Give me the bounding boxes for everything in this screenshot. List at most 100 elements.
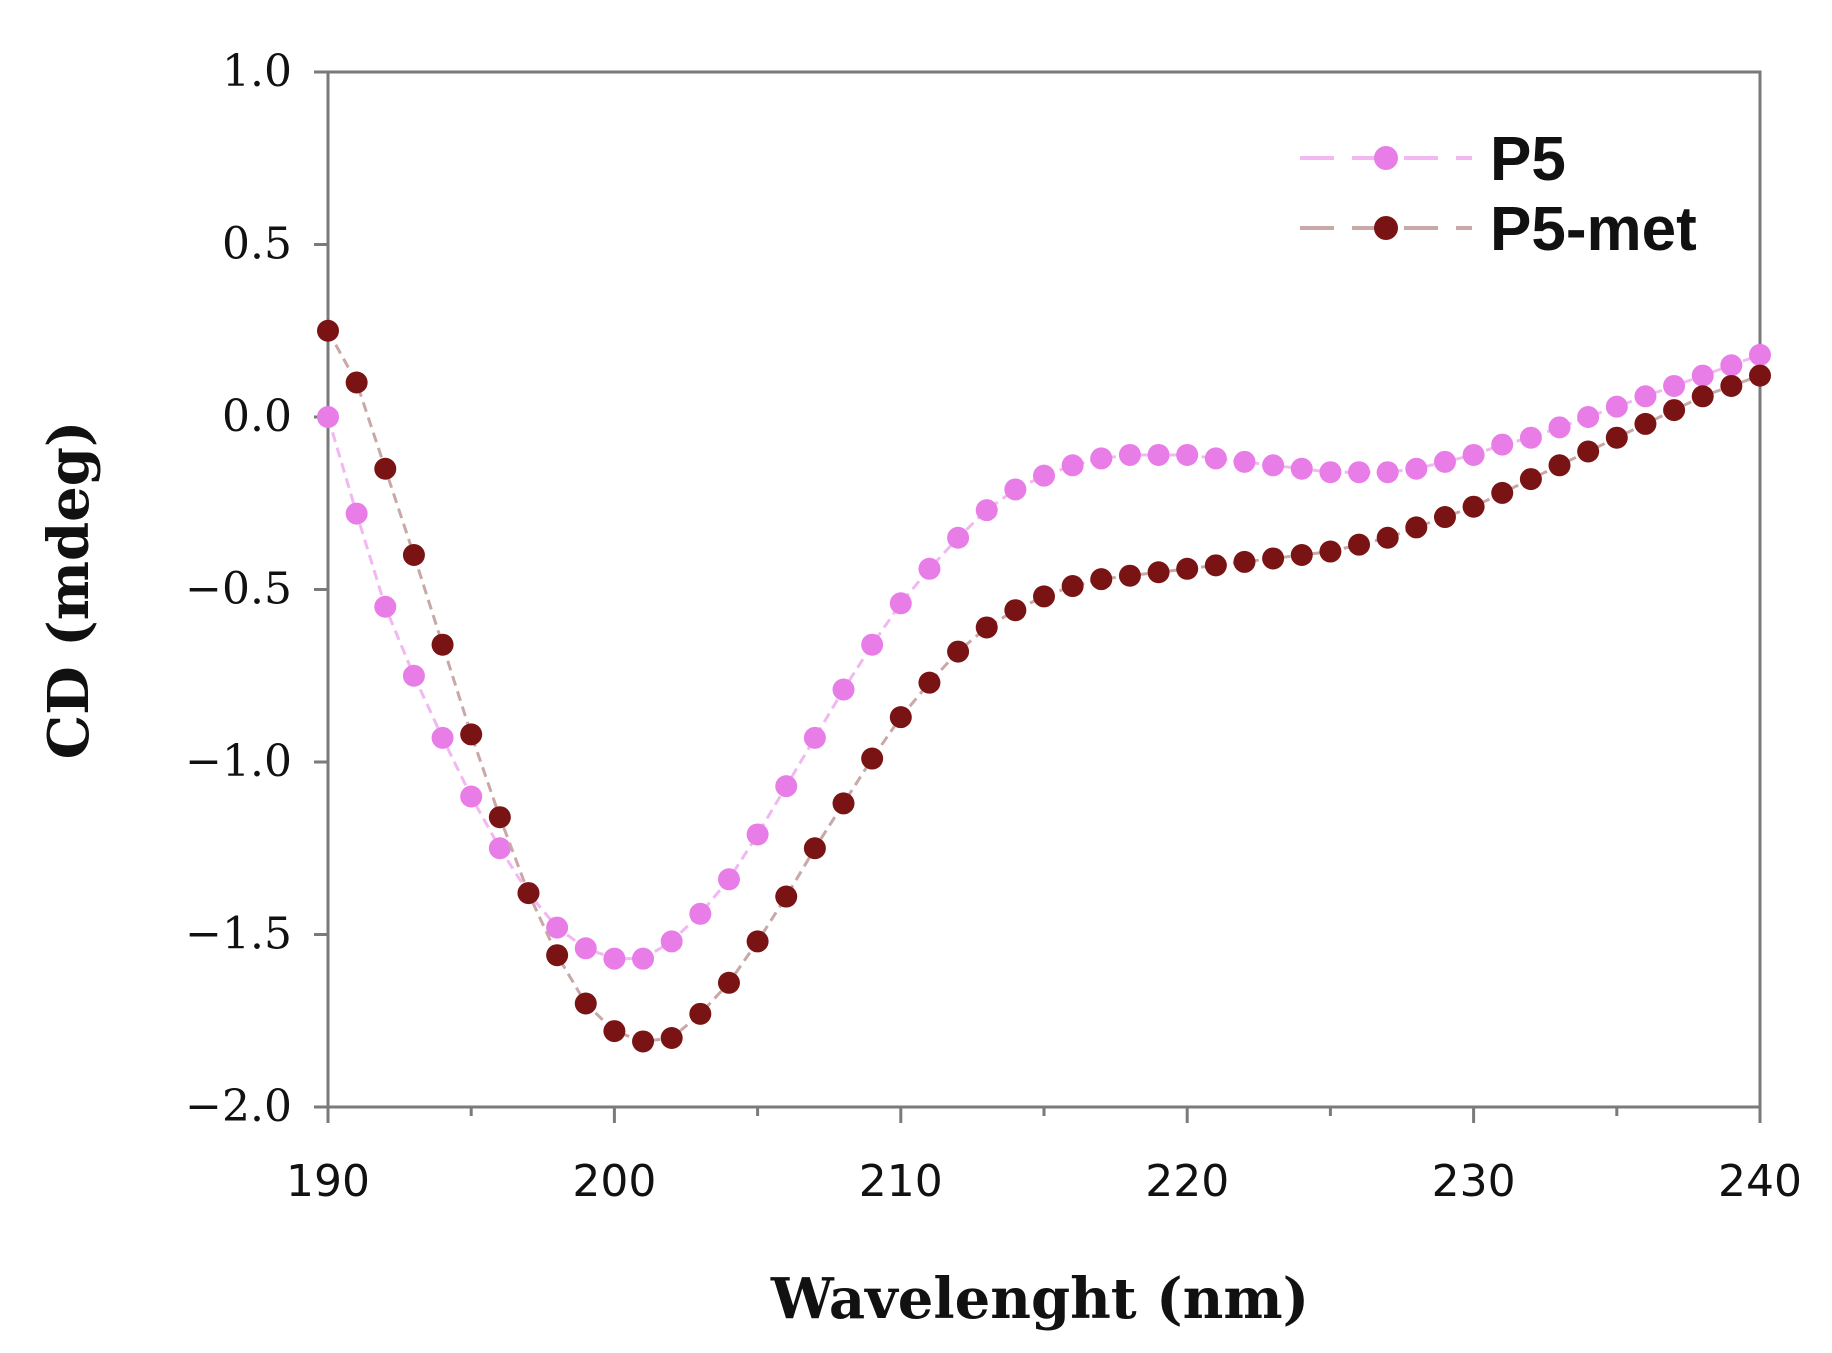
data-point — [1491, 433, 1514, 456]
data-point — [1462, 495, 1485, 518]
series-p5-met — [317, 319, 1771, 1053]
data-point — [1491, 481, 1514, 504]
x-tick-label: 200 — [572, 1156, 656, 1207]
y-tick-label: 1.0 — [222, 46, 292, 97]
data-point — [1090, 447, 1113, 470]
data-point — [1233, 550, 1256, 573]
x-tick-label: 230 — [1432, 1156, 1516, 1207]
y-axis: 1.0 0.5 0.0 −0.5 −1.0 −1.5 −2.0 — [185, 46, 328, 1132]
data-point — [947, 526, 970, 549]
data-point — [1004, 478, 1027, 501]
x-axis: 190 200 210 220 230 240 — [286, 1107, 1802, 1207]
data-point — [1204, 554, 1227, 577]
data-point — [431, 726, 454, 749]
data-point — [317, 406, 339, 428]
data-point — [460, 723, 483, 746]
data-point — [1548, 416, 1571, 439]
data-point — [1319, 461, 1342, 484]
data-point — [660, 1027, 683, 1049]
data-point — [1319, 540, 1342, 563]
series-p5 — [317, 343, 1771, 970]
y-tick-label: 0.0 — [222, 391, 292, 442]
data-point — [517, 882, 540, 905]
x-tick-label: 210 — [859, 1156, 943, 1207]
data-point — [1262, 454, 1285, 477]
data-point — [1634, 412, 1657, 435]
data-point — [374, 595, 397, 618]
data-point — [488, 806, 511, 829]
data-point — [1405, 457, 1428, 480]
data-point — [1462, 443, 1485, 466]
y-tick-label: 0.5 — [222, 219, 292, 270]
data-point — [1204, 447, 1227, 470]
data-point — [1176, 443, 1199, 466]
data-point — [1433, 450, 1456, 473]
data-point — [632, 947, 655, 970]
legend-label: P5 — [1490, 125, 1566, 194]
data-point — [918, 671, 941, 694]
data-point — [431, 633, 454, 656]
data-point — [1376, 461, 1399, 484]
y-tick-label: −2.0 — [185, 1081, 292, 1132]
data-point — [1061, 454, 1084, 477]
data-point — [1577, 440, 1600, 463]
data-point — [345, 502, 368, 525]
data-point — [889, 706, 912, 729]
data-point — [1290, 457, 1313, 480]
data-point — [317, 319, 339, 342]
data-point — [689, 902, 712, 925]
data-point — [746, 930, 769, 953]
series-line — [326, 330, 1761, 1043]
data-point — [1118, 443, 1141, 466]
data-point — [1519, 426, 1542, 449]
data-point — [803, 726, 826, 749]
legend-label: P5-met — [1490, 195, 1697, 264]
data-point — [546, 916, 569, 939]
data-point — [1605, 426, 1628, 449]
series-line — [326, 353, 1761, 961]
y-tick-label: −1.0 — [185, 736, 292, 787]
data-point — [488, 837, 511, 860]
data-point — [1262, 547, 1285, 570]
x-tick-label: 190 — [286, 1156, 370, 1207]
data-point — [603, 947, 626, 970]
data-point — [660, 930, 683, 953]
y-tick-label: −1.5 — [185, 909, 292, 960]
data-point — [1749, 364, 1771, 387]
data-point — [632, 1030, 655, 1053]
data-point — [1348, 533, 1371, 556]
legend-marker — [1374, 216, 1398, 240]
data-point — [1348, 461, 1371, 484]
data-point — [574, 937, 597, 960]
data-point — [1033, 585, 1055, 608]
data-point — [1634, 385, 1657, 408]
data-point — [402, 544, 425, 566]
data-point — [1663, 374, 1686, 397]
data-point — [1118, 564, 1141, 587]
x-axis-title: Wavelenght (nm) — [770, 1266, 1309, 1332]
data-point — [1548, 454, 1571, 477]
data-point — [546, 944, 569, 967]
data-point — [1233, 450, 1256, 473]
data-point — [1061, 575, 1084, 598]
data-point — [775, 775, 798, 798]
data-point — [460, 785, 483, 808]
data-point — [975, 499, 998, 522]
data-point — [889, 592, 912, 615]
data-point — [374, 457, 397, 480]
data-point — [574, 992, 597, 1015]
data-point — [947, 640, 970, 663]
data-point — [1090, 568, 1113, 591]
data-point — [345, 371, 368, 394]
data-point — [603, 1020, 626, 1043]
data-point — [717, 868, 740, 891]
data-point — [861, 747, 884, 770]
data-point — [861, 633, 884, 656]
data-point — [1720, 354, 1743, 377]
data-point — [1376, 526, 1399, 549]
data-point — [1405, 516, 1428, 539]
data-point — [1691, 364, 1714, 387]
data-point — [1663, 399, 1686, 422]
data-point — [717, 971, 740, 994]
